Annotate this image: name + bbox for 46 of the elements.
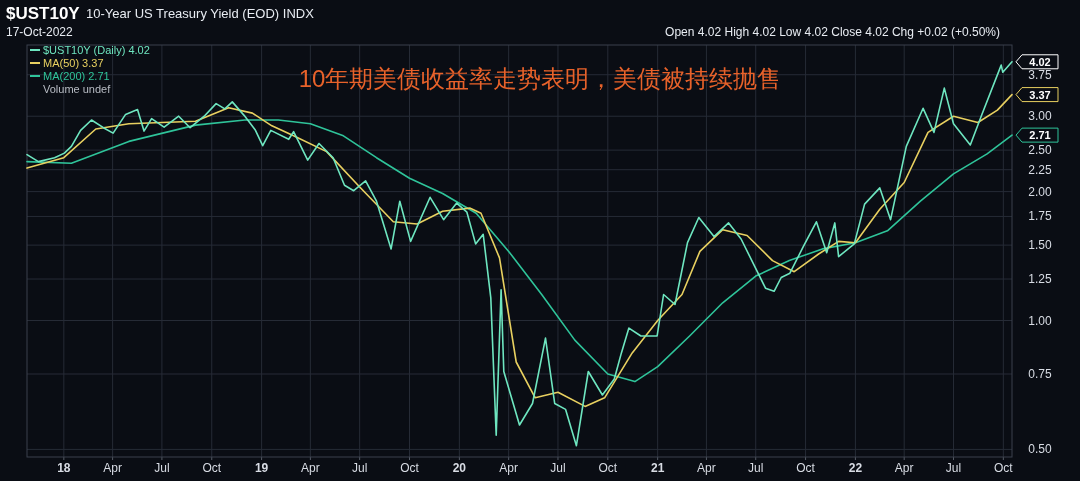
text: 17-Oct-2022 [6, 25, 74, 39]
x-tick-label: Jul [550, 461, 566, 475]
x-tick-label: Oct [202, 461, 222, 475]
x-tick-label: Apr [103, 461, 122, 475]
x-tick-label: Oct [796, 461, 816, 475]
x-tick-label: Jul [748, 461, 764, 475]
x-tick-label: 18 [57, 461, 71, 475]
y-tick-label: 2.50 [1028, 143, 1052, 158]
line-series [26, 93, 1013, 408]
annotation: Volume undef [43, 83, 112, 95]
y-tick-label: 2.00 [1028, 184, 1052, 199]
line-series [26, 61, 1013, 447]
x-tick-label: 20 [452, 461, 467, 475]
legend-label: MA(200) 2.71 [43, 70, 110, 82]
x-tick-label: Apr [697, 461, 716, 475]
annotation: 10年期美债收益率走势表明，美债被持续抛售 [298, 65, 782, 92]
x-tick-label: Apr [301, 461, 320, 475]
legend-label: $UST10Y (Daily) 4.02 [43, 44, 150, 56]
x-tick-label: 19 [254, 461, 269, 475]
x-tick-label: 21 [650, 461, 665, 475]
x-tick-label: Oct [598, 461, 618, 475]
y-tick-label: 1.50 [1028, 238, 1052, 253]
line-series [26, 119, 1013, 383]
x-tick-label: 22 [848, 461, 863, 475]
text: Open 4.02 High 4.02 Low 4.02 Close 4.02 Chg +0.02 (+0.50%) [665, 25, 1000, 39]
y-tick-label: 1.75 [1028, 209, 1052, 224]
y-tick-label: 1.25 [1028, 272, 1052, 287]
y-tick-label: 2.25 [1028, 162, 1052, 177]
chart-subtitle: 10-Year US Treasury Yield (EOD) INDX [86, 6, 315, 21]
x-tick-label: Jul [945, 461, 962, 475]
y-tick-label: 3.00 [1028, 109, 1052, 124]
annotation: 2.71 [1029, 129, 1051, 142]
x-tick-label: Jul [352, 461, 368, 475]
x-tick-label: Oct [400, 461, 420, 475]
x-tick-label: Jul [154, 461, 170, 475]
y-tick-label: 0.75 [1028, 367, 1052, 382]
annotation: 4.02 [1029, 55, 1051, 68]
y-tick-label: 3.75 [1028, 67, 1052, 82]
y-tick-label: 0.50 [1028, 442, 1052, 457]
x-tick-label: Apr [894, 461, 914, 475]
legend-label: MA(50) 3.37 [43, 57, 104, 69]
x-tick-label: Apr [499, 461, 519, 475]
annotation: 3.37 [1029, 88, 1051, 101]
y-tick-label: 1.00 [1028, 313, 1052, 328]
x-tick-label: Oct [994, 461, 1014, 475]
chart-title: $UST10Y [6, 4, 81, 23]
